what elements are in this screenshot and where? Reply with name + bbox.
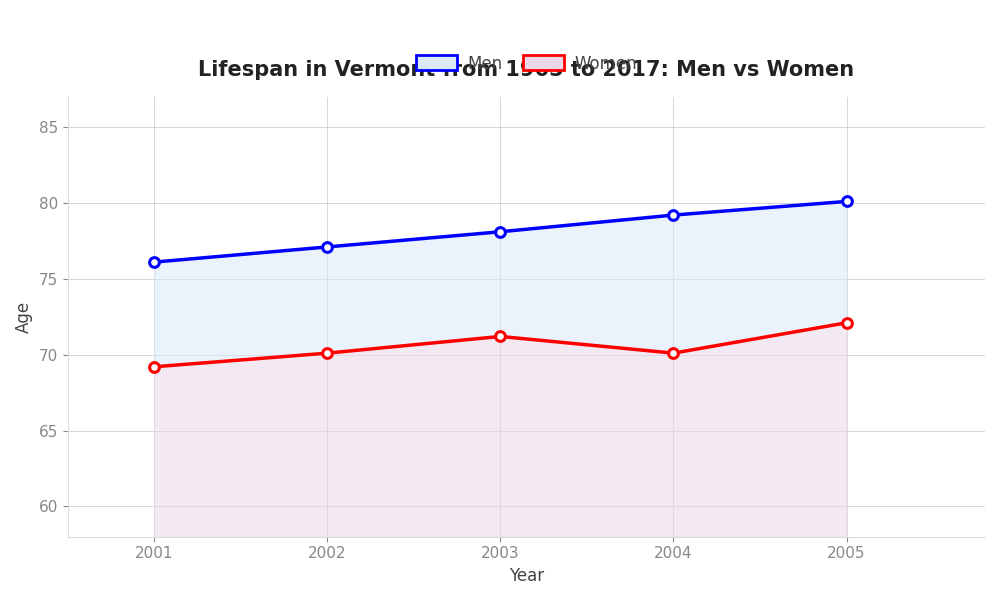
X-axis label: Year: Year	[509, 567, 544, 585]
Y-axis label: Age: Age	[15, 301, 33, 333]
Title: Lifespan in Vermont from 1965 to 2017: Men vs Women: Lifespan in Vermont from 1965 to 2017: M…	[198, 60, 854, 80]
Legend: Men, Women: Men, Women	[409, 48, 644, 79]
